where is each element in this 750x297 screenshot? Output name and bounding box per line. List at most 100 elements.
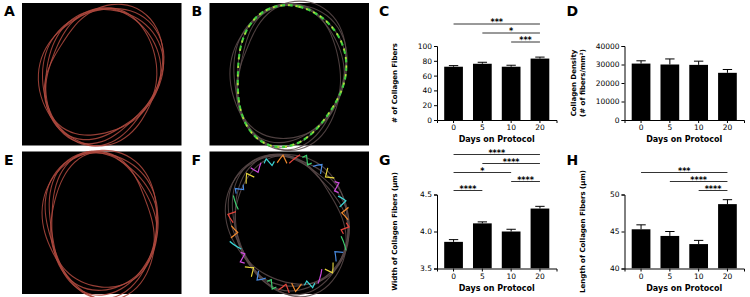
- x-tick: 5: [480, 120, 485, 132]
- x-tick: 20: [535, 269, 545, 281]
- y-tick-label: 20: [422, 101, 432, 110]
- bar: [502, 232, 521, 269]
- x-tick: 0: [451, 120, 456, 132]
- error-bar: [506, 65, 515, 66]
- fiber-trace: [230, 241, 242, 249]
- fiber-trace: [228, 212, 236, 223]
- error-bar: [449, 240, 458, 242]
- collagen-ring: [51, 152, 155, 287]
- error-bar: [723, 69, 732, 72]
- bar: [660, 236, 679, 269]
- y-tick: 20: [422, 101, 437, 110]
- y-axis-title: Width of Collagen Fibers (μm): [391, 172, 399, 291]
- y-tick-mark: [434, 61, 437, 62]
- y-tick: 3.5: [420, 264, 437, 273]
- x-tick: 10: [694, 269, 704, 281]
- image-panel: E: [4, 150, 182, 297]
- significance-label: ****: [488, 149, 506, 158]
- bar: [718, 204, 737, 268]
- y-tick-mark: [622, 83, 625, 84]
- x-tick-label: 0: [639, 123, 644, 132]
- fiber-trace: [341, 223, 349, 234]
- fiber-trace: [251, 163, 261, 173]
- chart-panel: 010000200003000040000051020Days on Proto…: [567, 3, 745, 144]
- y-tick-label: 40: [610, 264, 620, 273]
- fiber-trace: [318, 269, 322, 283]
- plot-area: [444, 57, 549, 120]
- panel-label: E: [4, 152, 14, 168]
- y-axis-line: [622, 47, 626, 121]
- x-tick: 20: [723, 120, 733, 132]
- bar: [632, 64, 651, 120]
- fiber-trace: [267, 280, 276, 289]
- error-bar: [665, 59, 674, 65]
- error-bar: [723, 200, 732, 204]
- x-axis: 051020: [625, 269, 745, 281]
- x-tick-label: 0: [451, 123, 456, 132]
- y-tick-mark: [434, 105, 437, 106]
- error-bar: [535, 206, 544, 208]
- fiber-trace: [264, 159, 274, 166]
- y-tick: 40: [422, 86, 437, 95]
- y-tick-mark: [622, 232, 625, 233]
- significance-label: ***: [490, 18, 503, 27]
- collagen-ring: [46, 9, 164, 143]
- x-axis-title: Days on Protocol: [459, 135, 535, 144]
- panel-label: C: [379, 3, 389, 19]
- fiber-trace: [341, 236, 346, 250]
- collagen-ring: [38, 4, 163, 146]
- y-tick-mark: [622, 120, 625, 121]
- x-tick-label: 10: [694, 123, 704, 132]
- y-tick-label: 20000: [596, 79, 620, 88]
- fiber-trace: [277, 155, 287, 163]
- x-axis: 051020: [438, 269, 558, 281]
- bar: [473, 223, 492, 268]
- fiber-trace: [240, 252, 244, 263]
- y-tick-label: 45: [610, 227, 620, 236]
- x-tick-label: 5: [667, 272, 672, 281]
- y-axis-line: [434, 47, 438, 121]
- fiber-trace: [235, 185, 243, 194]
- bar: [689, 244, 708, 268]
- significance-label: ****: [503, 158, 521, 167]
- bar: [632, 229, 651, 268]
- y-tick-mark: [434, 195, 437, 196]
- error-bar: [636, 225, 645, 229]
- plot-area: [444, 206, 549, 268]
- plot-area: [632, 200, 737, 269]
- x-axis: 051020: [438, 120, 558, 132]
- bar: [689, 65, 708, 120]
- y-tick-mark: [434, 120, 437, 121]
- x-axis-title: Days on Protocol: [646, 284, 722, 293]
- y-tick-label: 4.5: [420, 190, 432, 199]
- bar: [718, 73, 737, 120]
- x-tick: 0: [639, 269, 644, 281]
- y-tick-label: 10000: [596, 97, 620, 106]
- x-tick: 10: [506, 269, 516, 281]
- y-tick-mark: [434, 269, 437, 270]
- error-bar: [636, 61, 645, 64]
- y-tick: 60: [422, 72, 437, 81]
- significance-label: ****: [460, 185, 478, 194]
- fiber-trace: [245, 267, 254, 277]
- x-tick: 20: [535, 120, 545, 132]
- collagen-ring: [42, 150, 156, 297]
- fiber-trace: [302, 155, 311, 164]
- y-tick-mark: [622, 65, 625, 66]
- y-axis: 020406080100: [418, 42, 438, 125]
- error-bar: [535, 57, 544, 58]
- y-axis-line: [434, 195, 438, 269]
- collagen-ring: [228, 156, 348, 295]
- fiber-trace: [231, 226, 238, 238]
- y-tick-label: 3.5: [420, 264, 432, 273]
- error-bar: [694, 61, 703, 65]
- fiber-trace: [238, 5, 347, 147]
- y-axis-title: (# of fibers/mm²): [579, 49, 587, 117]
- y-tick-mark: [622, 269, 625, 270]
- chart-panel: 020406080100051020Days on Protocol# of C…: [379, 3, 557, 144]
- chart-panel: 3.54.04.5051020Days on ProtocolWidth of …: [379, 149, 557, 293]
- significance-label: ***: [678, 167, 691, 176]
- x-tick-label: 10: [506, 272, 516, 281]
- fiber-trace: [325, 262, 333, 272]
- panel-label: H: [567, 152, 579, 168]
